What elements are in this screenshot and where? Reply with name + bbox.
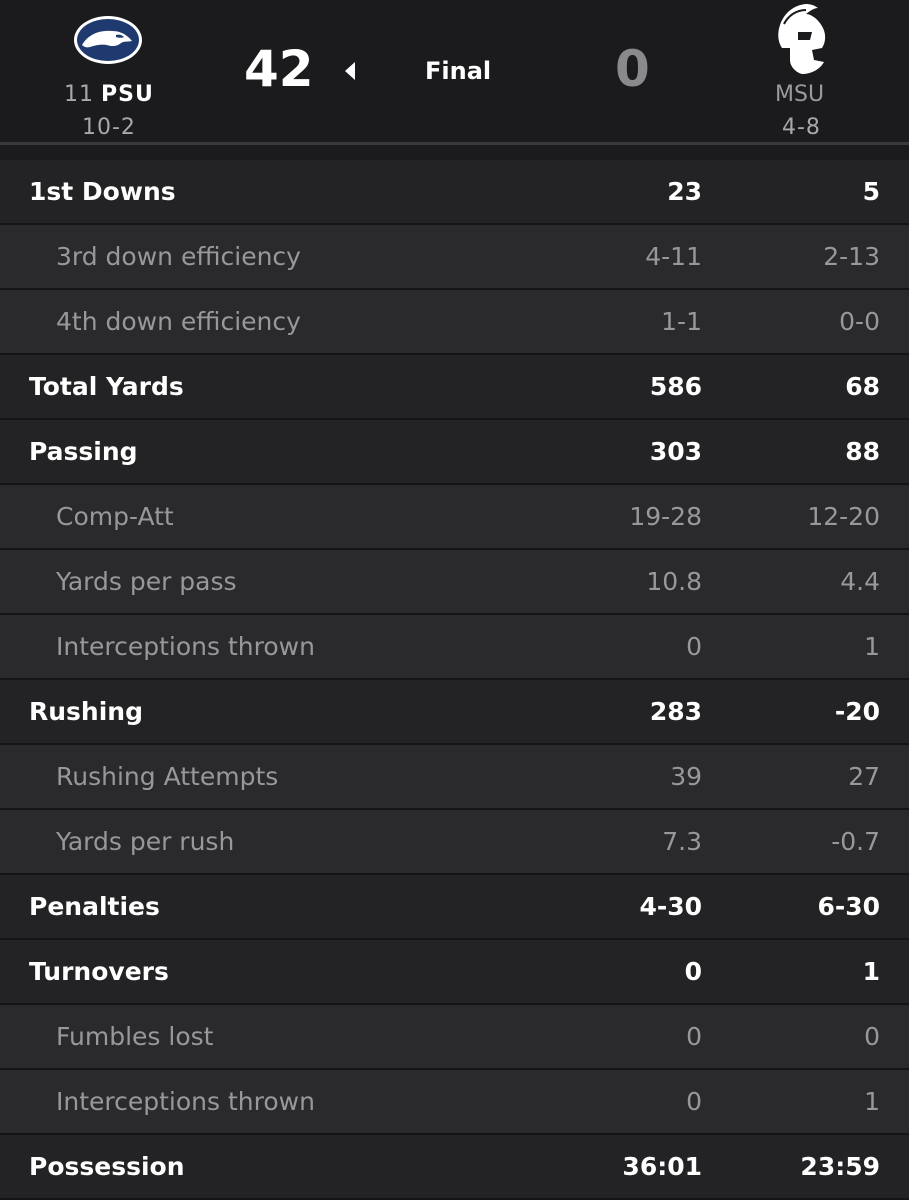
- away-stat-value: -0.7: [831, 827, 880, 856]
- home-stat-value: 0: [684, 957, 702, 986]
- stat-row: Yards per rush 7.3 -0.7: [0, 810, 909, 875]
- stat-row: 4th down efficiency 1-1 0-0: [0, 290, 909, 355]
- away-score: 0: [615, 40, 650, 98]
- stat-label: Interceptions thrown: [56, 1087, 315, 1116]
- stat-row: Yards per pass 10.8 4.4: [0, 550, 909, 615]
- home-stat-value: 586: [649, 372, 702, 401]
- home-team-name[interactable]: 11 PSU: [64, 82, 154, 107]
- stat-label: Yards per rush: [56, 827, 235, 856]
- game-status: Final: [425, 57, 492, 85]
- stat-label: Rushing: [29, 697, 143, 726]
- away-team-abbr: MSU: [775, 82, 825, 107]
- away-stat-value: 23:59: [800, 1152, 880, 1181]
- stat-row: 3rd down efficiency 4-11 2-13: [0, 225, 909, 290]
- home-team-record: 10-2: [82, 115, 136, 140]
- away-stat-value: -20: [834, 697, 880, 726]
- away-team-name[interactable]: MSU: [775, 82, 824, 107]
- away-stat-value: 68: [845, 372, 880, 401]
- team-stats-table: 1st Downs 23 5 3rd down efficiency 4-11 2-13 4…: [0, 160, 909, 1200]
- stat-row: Penalties 4-30 6-30: [0, 875, 909, 940]
- stat-label: 4th down efficiency: [56, 307, 301, 336]
- away-stat-value: 0-0: [839, 307, 880, 336]
- stat-row: 1st Downs 23 5: [0, 160, 909, 225]
- home-stat-value: 0: [686, 1022, 702, 1051]
- away-stat-value: 1: [864, 1087, 880, 1116]
- stat-row: Rushing 283 -20: [0, 680, 909, 745]
- stat-row: Interceptions thrown 0 1: [0, 1070, 909, 1135]
- home-team-abbr: PSU: [101, 82, 154, 107]
- stat-label: Turnovers: [29, 957, 169, 986]
- stat-row: Comp-Att 19-28 12-20: [0, 485, 909, 550]
- stat-label: Penalties: [29, 892, 160, 921]
- stat-label: Passing: [29, 437, 138, 466]
- header-divider: [0, 142, 909, 145]
- home-stat-value: 10.8: [646, 567, 702, 596]
- stat-label: Yards per pass: [56, 567, 237, 596]
- home-stat-value: 7.3: [662, 827, 702, 856]
- stat-label: Total Yards: [29, 372, 184, 401]
- stat-label: Fumbles lost: [56, 1022, 214, 1051]
- home-stat-value: 4-11: [645, 242, 702, 271]
- stat-row: Turnovers 0 1: [0, 940, 909, 1005]
- away-stat-value: 6-30: [817, 892, 880, 921]
- home-stat-value: 0: [686, 1087, 702, 1116]
- stat-label: Possession: [29, 1152, 185, 1181]
- home-stat-value: 23: [667, 177, 702, 206]
- home-stat-value: 303: [649, 437, 702, 466]
- stat-label: 1st Downs: [29, 177, 176, 206]
- home-stat-value: 0: [686, 632, 702, 661]
- home-stat-value: 19-28: [629, 502, 702, 531]
- stat-row: Passing 303 88: [0, 420, 909, 485]
- home-stat-value: 283: [649, 697, 702, 726]
- scoreboard-header: 11 PSU 10-2 42 Final 0 MSU 4-8: [0, 0, 909, 142]
- home-stat-value: 1-1: [661, 307, 702, 336]
- header-gap: [0, 145, 909, 160]
- away-stat-value: 5: [862, 177, 880, 206]
- away-stat-value: 1: [864, 632, 880, 661]
- spartan-helmet-icon[interactable]: [768, 2, 836, 76]
- stat-row: Possession 36:01 23:59: [0, 1135, 909, 1200]
- home-team-rank: 11: [64, 82, 94, 107]
- home-stat-value: 36:01: [622, 1152, 702, 1181]
- stat-label: Rushing Attempts: [56, 762, 279, 791]
- away-stat-value: 1: [862, 957, 880, 986]
- stat-label: 3rd down efficiency: [56, 242, 301, 271]
- home-stat-value: 39: [670, 762, 702, 791]
- away-stat-value: 2-13: [823, 242, 880, 271]
- away-team-record: 4-8: [782, 115, 821, 140]
- away-stat-value: 88: [845, 437, 880, 466]
- nittany-lion-icon[interactable]: [72, 14, 144, 66]
- stat-label: Interceptions thrown: [56, 632, 315, 661]
- away-stat-value: 0: [864, 1022, 880, 1051]
- home-score: 42: [244, 40, 314, 98]
- stat-row: Rushing Attempts 39 27: [0, 745, 909, 810]
- stat-row: Interceptions thrown 0 1: [0, 615, 909, 680]
- stat-label: Comp-Att: [56, 502, 174, 531]
- away-stat-value: 4.4: [840, 567, 880, 596]
- stat-row: Fumbles lost 0 0: [0, 1005, 909, 1070]
- stat-row: Total Yards 586 68: [0, 355, 909, 420]
- home-stat-value: 4-30: [639, 892, 702, 921]
- winner-arrow-icon: [345, 62, 355, 80]
- away-stat-value: 12-20: [807, 502, 880, 531]
- away-stat-value: 27: [848, 762, 880, 791]
